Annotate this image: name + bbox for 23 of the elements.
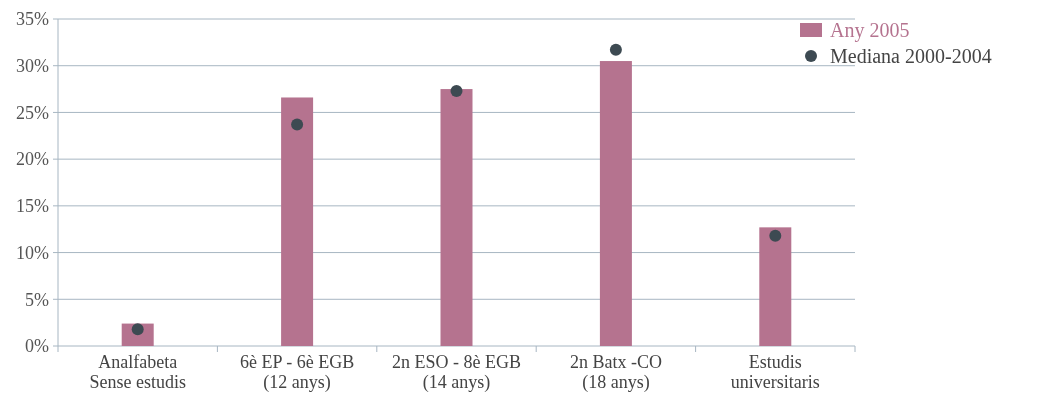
point <box>609 43 622 56</box>
y-tick-label: 25% <box>16 102 49 123</box>
legend-label: Any 2005 <box>830 19 910 42</box>
y-tick-label: 10% <box>16 242 49 263</box>
x-tick-label: 6è EP - 6è EGB (12 anys) <box>239 352 355 393</box>
bar <box>759 227 792 346</box>
bar <box>599 61 632 346</box>
x-tick-label: 2n ESO - 8è EGB (14 anys) <box>392 352 521 393</box>
y-tick-label: 15% <box>16 196 49 217</box>
legend-label: Mediana 2000-2004 <box>830 45 992 67</box>
bar <box>440 89 473 346</box>
point <box>291 118 304 131</box>
point <box>769 229 782 242</box>
y-tick-label: 35% <box>16 9 49 30</box>
y-tick-label: 20% <box>16 149 49 170</box>
bar <box>281 97 314 346</box>
y-tick-label: 30% <box>16 56 49 77</box>
y-tick-label: 5% <box>25 289 49 310</box>
point <box>450 84 463 97</box>
x-tick-label: Analfabeta Sense estudis <box>89 352 186 392</box>
y-tick-label: 0% <box>25 336 49 357</box>
x-tick-label: 2n Batx -CO (18 anys) <box>569 352 662 393</box>
x-tick-label: Estudis universitaris <box>730 352 820 392</box>
